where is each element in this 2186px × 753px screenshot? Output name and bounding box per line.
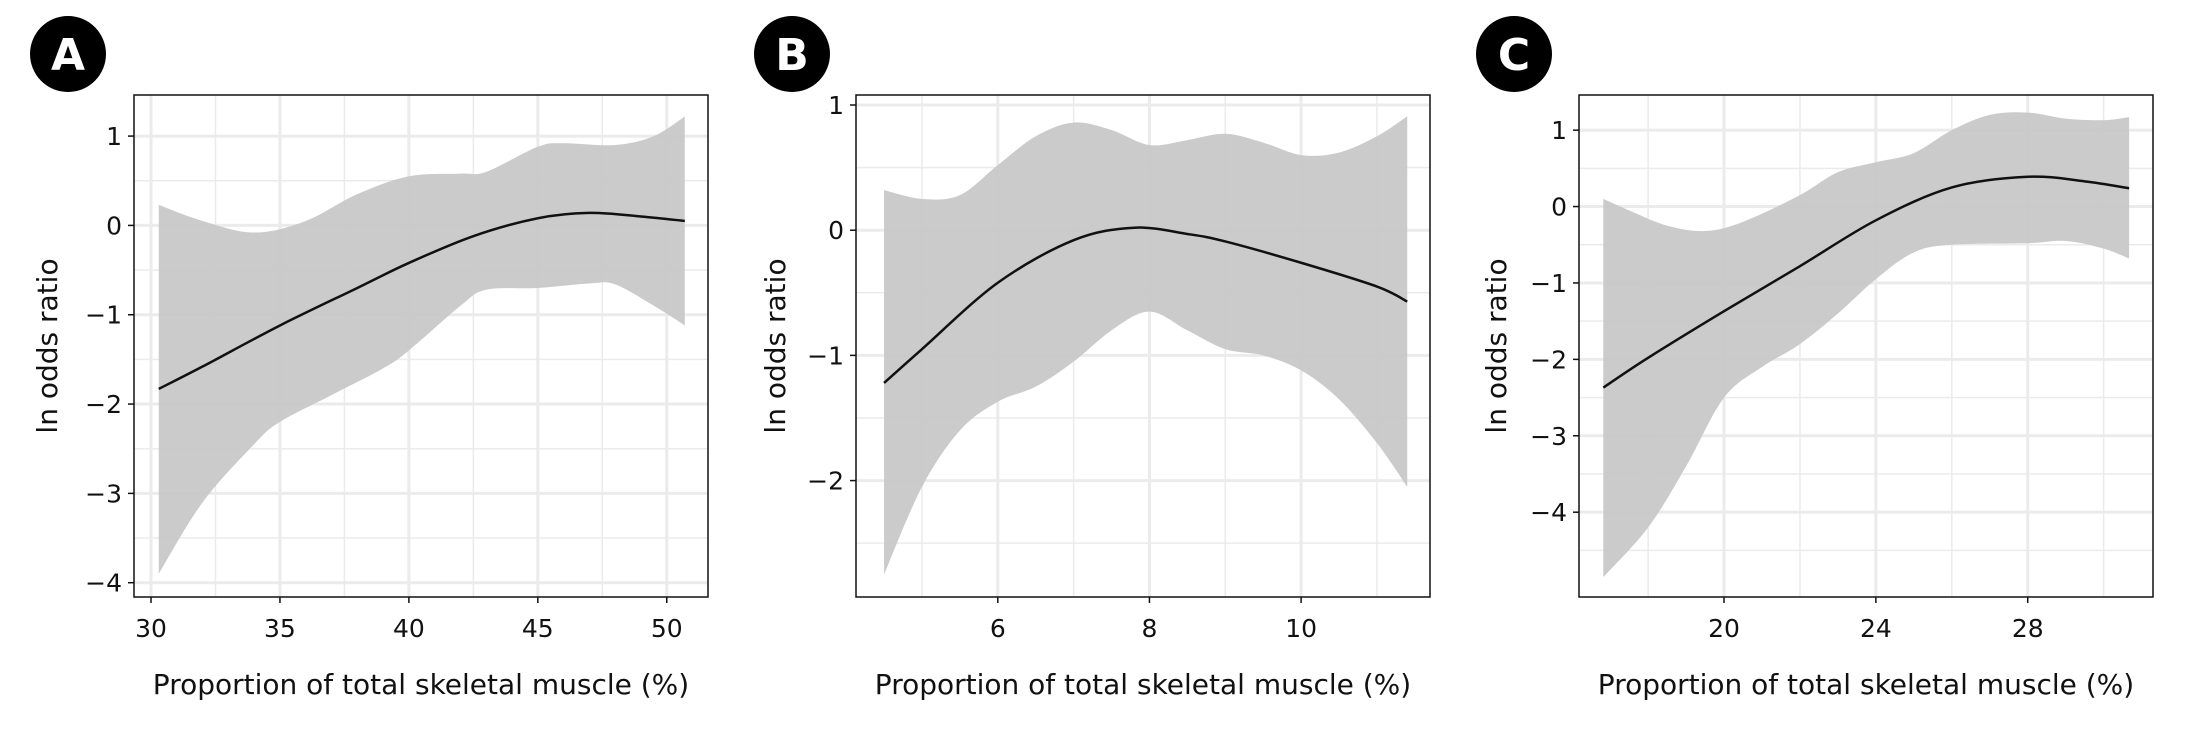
y-axis-title: ln odds ratio bbox=[31, 258, 64, 433]
y-tick-label: 0 bbox=[106, 211, 122, 240]
x-tick-label: 24 bbox=[1860, 614, 1892, 643]
y-tick-label: 0 bbox=[1551, 193, 1567, 222]
x-axis-title: Proportion of total skeletal muscle (%) bbox=[1598, 668, 2134, 701]
y-axis-title: ln odds ratio bbox=[1480, 258, 1513, 433]
x-tick-label: 30 bbox=[135, 614, 167, 643]
fit-line bbox=[158, 211, 685, 390]
plot-frame bbox=[1578, 94, 2154, 598]
y-tick-label: 1 bbox=[828, 91, 844, 120]
x-tick-label: 20 bbox=[1708, 614, 1740, 643]
y-tick-label: −3 bbox=[1530, 422, 1567, 451]
confidence-band bbox=[158, 116, 685, 574]
x-tick-label: 8 bbox=[1141, 614, 1157, 643]
y-tick-label: −1 bbox=[1530, 269, 1567, 298]
plot-frame bbox=[133, 94, 709, 598]
confidence-band bbox=[884, 116, 1408, 575]
panel-label: C bbox=[1498, 30, 1530, 81]
x-tick-label: 40 bbox=[393, 614, 425, 643]
y-tick-label: −2 bbox=[807, 467, 844, 496]
x-tick-label: 28 bbox=[2012, 614, 2044, 643]
x-tick-label: 50 bbox=[651, 614, 683, 643]
x-axis-title: Proportion of total skeletal muscle (%) bbox=[153, 668, 689, 701]
panel-label: A bbox=[51, 30, 85, 81]
panel-badge bbox=[754, 16, 830, 92]
x-tick-label: 10 bbox=[1285, 614, 1317, 643]
panel-badge bbox=[1476, 16, 1552, 92]
y-tick-label: −4 bbox=[85, 569, 122, 598]
x-axis-title: Proportion of total skeletal muscle (%) bbox=[875, 668, 1411, 701]
y-tick-label: −4 bbox=[1530, 498, 1567, 527]
y-tick-label: 1 bbox=[1551, 116, 1567, 145]
y-tick-label: −1 bbox=[85, 301, 122, 330]
confidence-band bbox=[1603, 112, 2130, 578]
plot-frame bbox=[855, 94, 1431, 598]
panel-label: B bbox=[775, 30, 809, 81]
y-tick-label: −1 bbox=[807, 341, 844, 370]
fit-line bbox=[1602, 175, 2130, 389]
x-tick-label: 35 bbox=[264, 614, 296, 643]
y-axis-title: ln odds ratio bbox=[759, 258, 792, 433]
y-tick-label: −2 bbox=[1530, 345, 1567, 374]
y-tick-label: −2 bbox=[85, 390, 122, 419]
y-tick-label: 0 bbox=[828, 216, 844, 245]
panel-badge bbox=[30, 16, 106, 92]
x-tick-label: 45 bbox=[522, 614, 554, 643]
y-tick-label: 1 bbox=[106, 122, 122, 151]
x-tick-label: 6 bbox=[990, 614, 1006, 643]
panel-c: C 20 24 28 1 0 −1 −2 −3 −4 Proportion of total ske… bbox=[1476, 16, 2154, 701]
y-tick-label: −3 bbox=[85, 479, 122, 508]
fit-line bbox=[883, 226, 1408, 384]
panel-a: A 30 35 40 45 50 1 0 −1 −2 −3 −4 Proportion of total… bbox=[30, 16, 709, 701]
